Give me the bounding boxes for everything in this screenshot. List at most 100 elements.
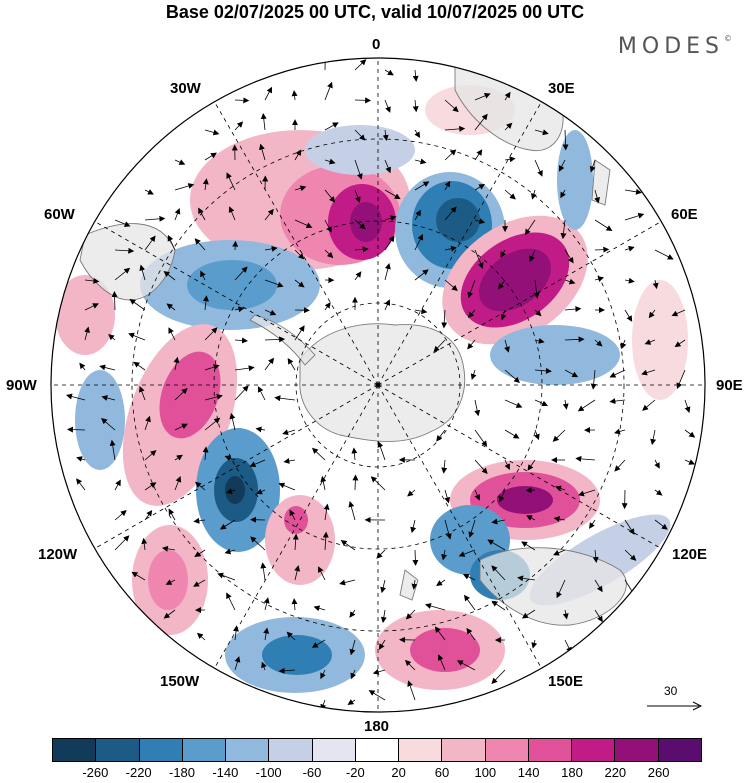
flow-arrow: [578, 489, 596, 497]
flow-arrow: [504, 369, 520, 383]
flow-arrow: [264, 86, 273, 101]
meridian: [377, 384, 542, 669]
flow-arrow: [226, 592, 236, 611]
flow-arrow: [648, 309, 656, 319]
anomaly-blob: [262, 635, 332, 675]
flow-arrow: [264, 309, 277, 316]
flow-arrow: [589, 519, 596, 529]
flow-arrow: [144, 235, 156, 251]
flow-arrow: [204, 364, 220, 371]
flow-arrow: [384, 99, 391, 113]
flow-arrow: [274, 395, 296, 402]
flow-arrow: [368, 690, 386, 701]
flow-arrow: [384, 215, 397, 222]
flow-arrow: [458, 549, 476, 557]
colorbar-swatch: [658, 739, 701, 761]
flow-arrow: [414, 234, 423, 251]
flow-arrow: [384, 263, 391, 281]
flow-arrow: [202, 446, 209, 461]
flow-arrow: [564, 278, 576, 285]
flow-arrow: [577, 399, 596, 412]
flow-arrow: [521, 541, 536, 551]
flow-arrow: [233, 625, 239, 641]
flow-arrow: [320, 669, 326, 680]
flow-arrow: [525, 487, 536, 494]
flow-arrow: [260, 562, 267, 581]
flow-arrow: [560, 219, 567, 240]
flow-arrow: [174, 454, 183, 461]
flow-arrow: [444, 245, 457, 252]
flow-arrow: [204, 417, 221, 431]
flow-arrow: [193, 579, 206, 587]
flow-arrow: [217, 572, 236, 581]
flow-arrow: [553, 549, 566, 556]
madagascar: [591, 159, 611, 206]
flow-arrow: [67, 426, 86, 433]
flow-arrow: [264, 245, 278, 252]
flow-arrow: [193, 517, 206, 524]
flow-arrow: [412, 549, 419, 566]
continents: [79, 58, 627, 626]
flow-arrow: [228, 206, 236, 221]
anomaly-blob: [75, 370, 125, 470]
flow-arrow: [405, 609, 416, 620]
flow-arrow: [654, 249, 674, 260]
flow-arrow: [474, 489, 481, 501]
flow-arrow: [263, 627, 270, 641]
flow-arrow: [204, 152, 217, 161]
flow-arrow: [229, 412, 236, 431]
flow-arrow: [462, 574, 476, 581]
flow-arrow: [261, 661, 267, 671]
flow-arrow: [555, 485, 566, 492]
flow-arrow: [320, 475, 327, 491]
flow-arrow: [384, 69, 394, 76]
flow-arrow: [324, 81, 333, 101]
flow-arrow: [594, 609, 603, 623]
flow-arrow: [198, 207, 206, 221]
modes-logo: MODES©: [618, 34, 732, 59]
flow-arrow: [264, 279, 284, 288]
flow-arrow: [444, 279, 458, 292]
flow-arrow: [234, 337, 248, 344]
flow-arrow: [378, 639, 386, 650]
flow-arrow: [467, 279, 476, 299]
flow-arrow: [521, 609, 536, 619]
flow-arrow: [294, 279, 305, 288]
flow-arrow: [562, 129, 569, 151]
flow-arrow: [76, 478, 86, 491]
flow-arrow: [204, 129, 220, 136]
flow-arrow: [204, 327, 218, 341]
anomaly-blob: [305, 125, 415, 175]
flow-arrow: [324, 219, 332, 233]
flow-arrow: [318, 566, 326, 581]
colorbar-swatch: [355, 739, 400, 761]
flow-vectors: [66, 58, 696, 711]
lon-label-150e: 150E: [548, 673, 584, 690]
flow-arrow: [526, 515, 536, 521]
flow-arrow: [114, 219, 131, 227]
new-zealand: [399, 569, 419, 601]
flow-arrow: [354, 159, 363, 180]
flow-arrow: [354, 189, 361, 203]
flow-arrow: [468, 519, 476, 538]
colorbar-tick-label: -260: [82, 765, 109, 780]
flow-arrow: [504, 156, 516, 163]
flow-arrow: [324, 189, 336, 203]
graticule: [51, 58, 705, 712]
colorbar-swatch: [182, 739, 227, 761]
flow-arrow: [504, 429, 520, 439]
lon-label-90e: 90E: [716, 377, 743, 394]
flow-arrow: [234, 121, 244, 131]
flow-arrow: [340, 540, 356, 551]
flow-arrow: [232, 240, 239, 251]
map-title: Base 02/07/2025 00 UTC, valid 10/07/2025…: [165, 2, 585, 22]
flow-arrow: [291, 598, 298, 611]
flow-arrow: [66, 393, 86, 401]
flow-arrow: [474, 93, 491, 101]
meridian: [94, 221, 379, 386]
flow-arrow: [564, 369, 579, 378]
meridian: [214, 384, 379, 669]
flow-arrow: [491, 669, 506, 685]
flow-arrow: [260, 113, 267, 131]
flow-arrow: [404, 659, 416, 671]
